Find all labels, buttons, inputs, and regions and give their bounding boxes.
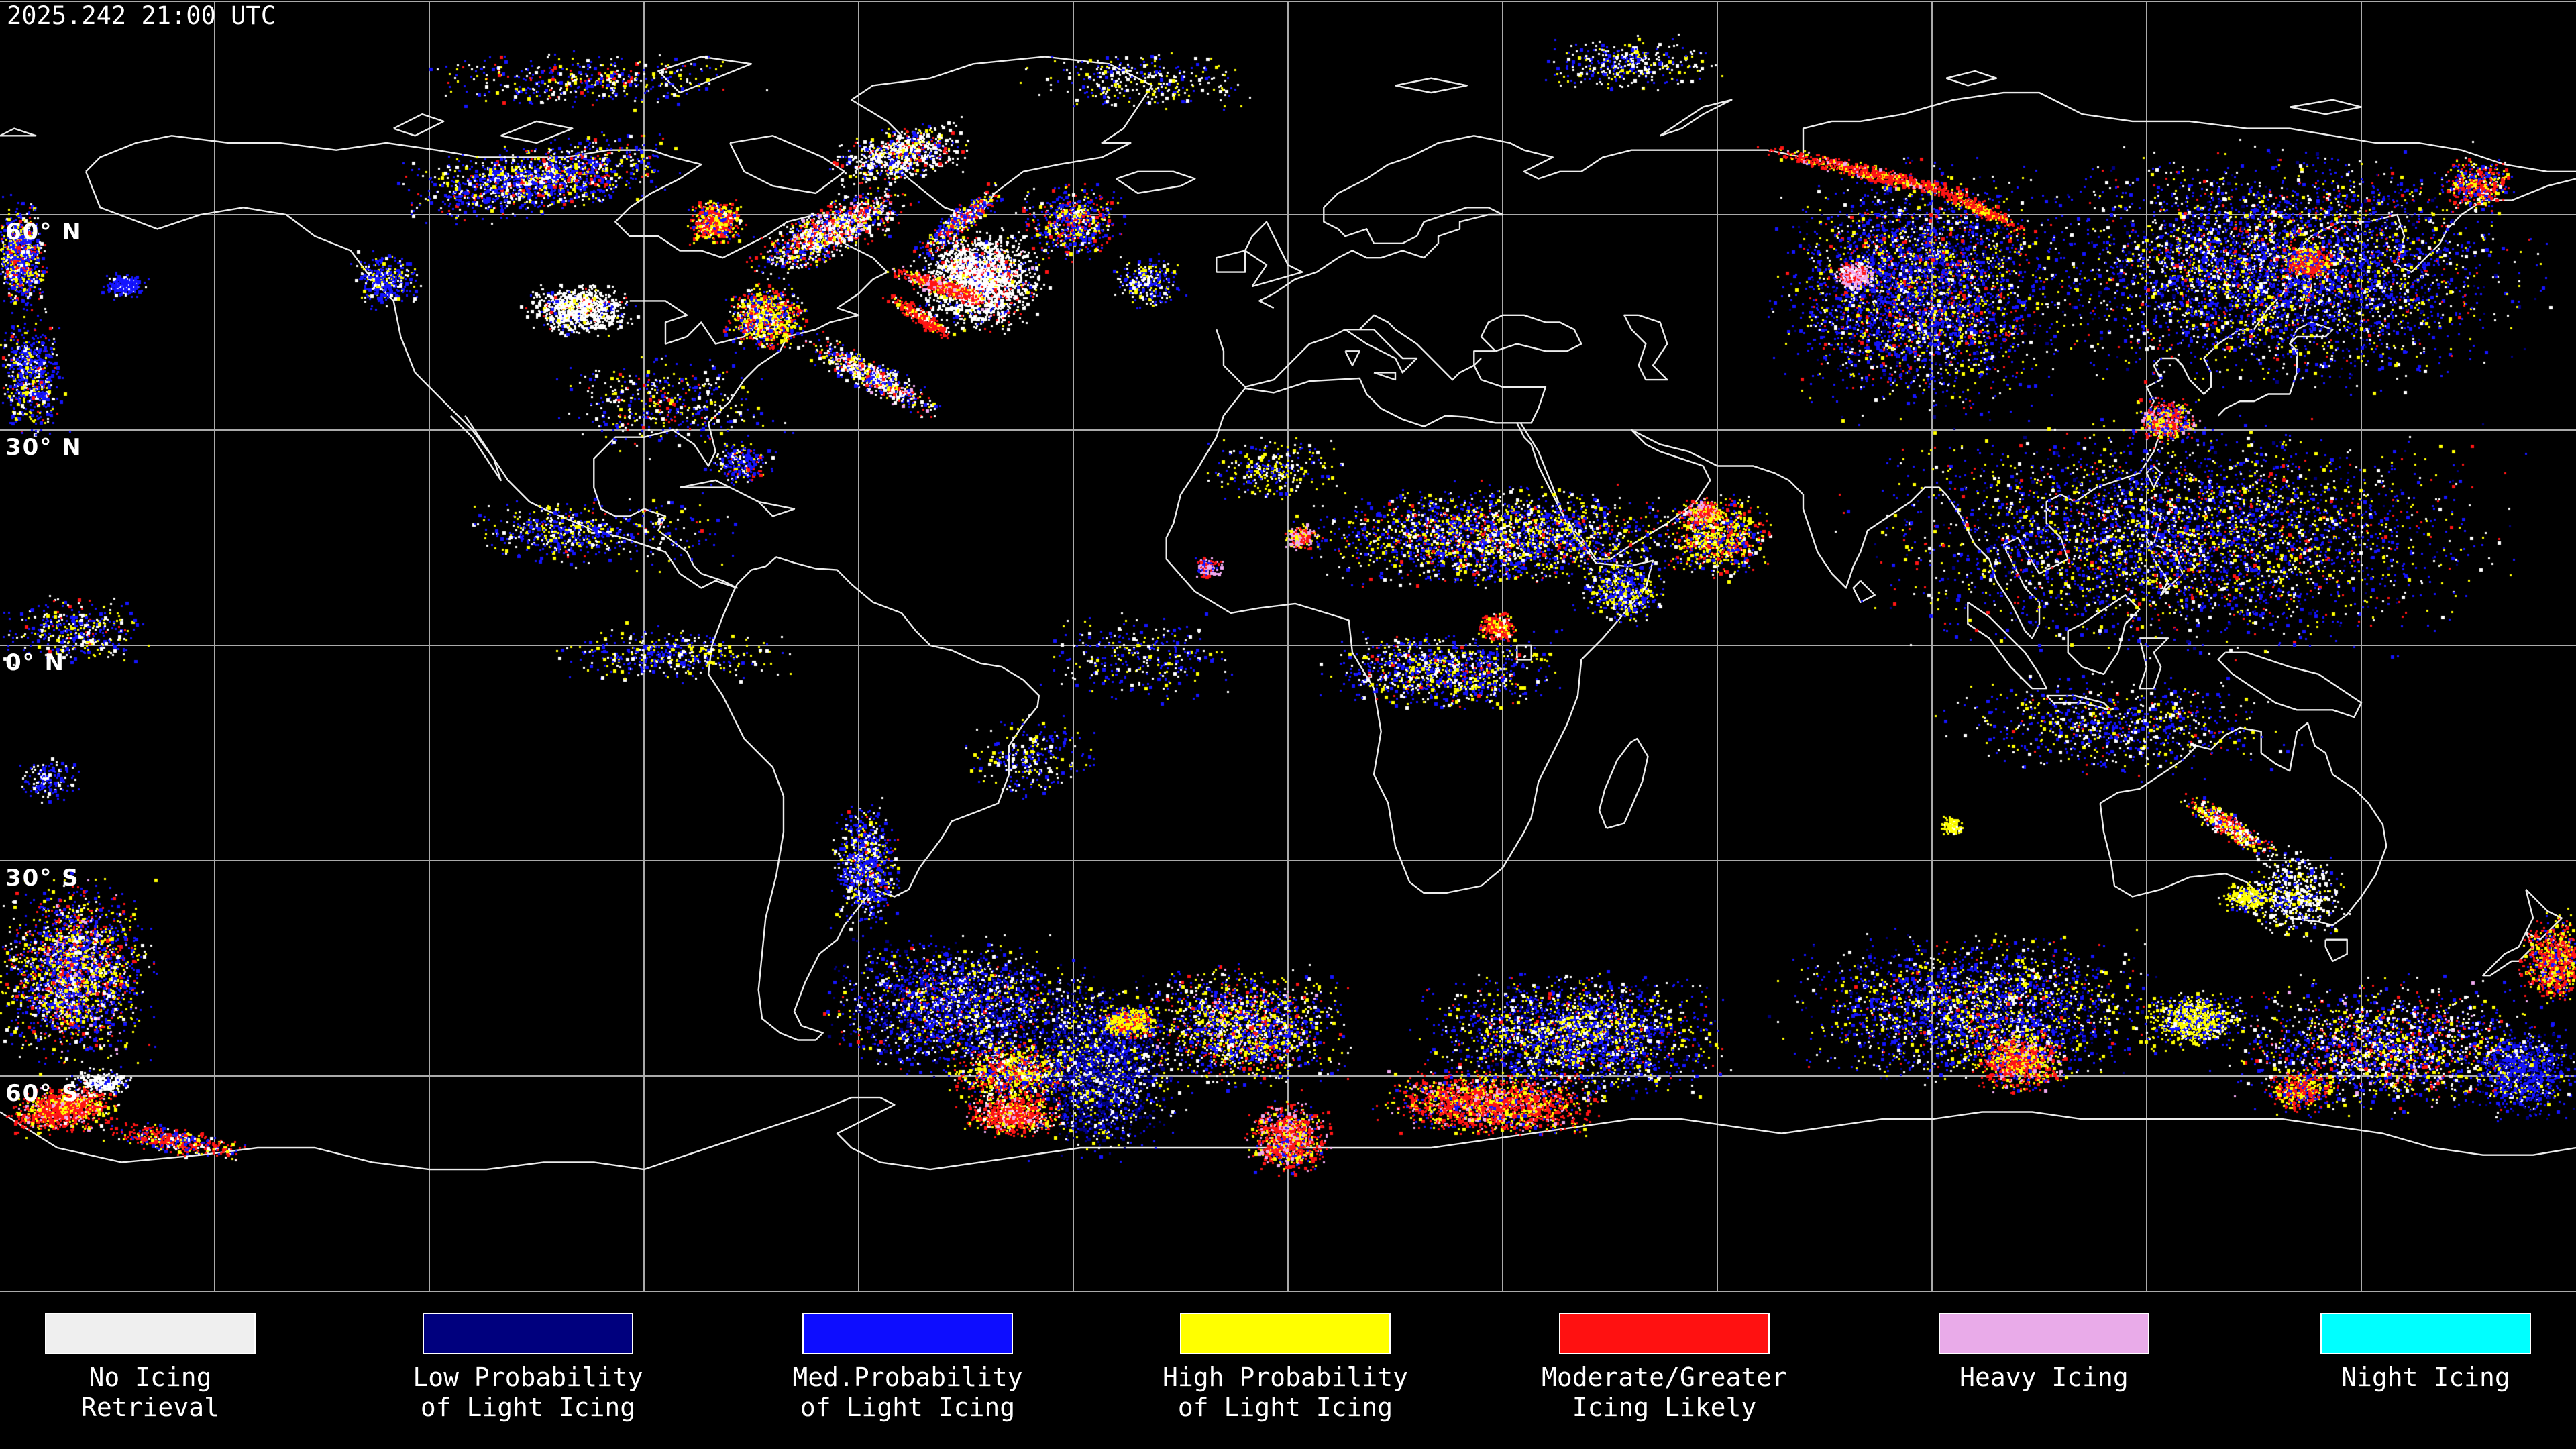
legend-swatch [2320,1313,2531,1354]
legend-swatch [1939,1313,2149,1354]
latitude-label: 0° N [5,649,65,676]
legend-label: Heavy Icing [1960,1362,2129,1392]
legend: No Icing Retrieval Low Probability of Lig… [0,1298,2576,1449]
latitude-label: 30° S [5,865,80,892]
legend-label: High Probability of Light Icing [1162,1362,1409,1422]
legend-label: Low Probability of Light Icing [413,1362,643,1422]
world-map: 60° N 30° N 0° N 30° S 60° S 2025.242 21:00 … [0,0,2576,1298]
latitude-label: 60° S [5,1080,80,1107]
legend-label: Med.Probability of Light Icing [792,1362,1023,1422]
legend-label: No Icing Retrieval [81,1362,219,1422]
legend-label: Moderate/Greater Icing Likely [1541,1362,1788,1422]
legend-swatch [1559,1313,1770,1354]
timestamp: 2025.242 21:00 UTC [7,1,276,30]
legend-label: Night Icing [2341,1362,2510,1392]
legend-swatch [802,1313,1013,1354]
legend-swatch [423,1313,633,1354]
legend-swatch [1180,1313,1391,1354]
latitude-label: 60° N [5,219,83,246]
legend-swatch [45,1313,256,1354]
latitude-label: 30° N [5,434,83,461]
icing-data-layer [0,0,2576,1298]
